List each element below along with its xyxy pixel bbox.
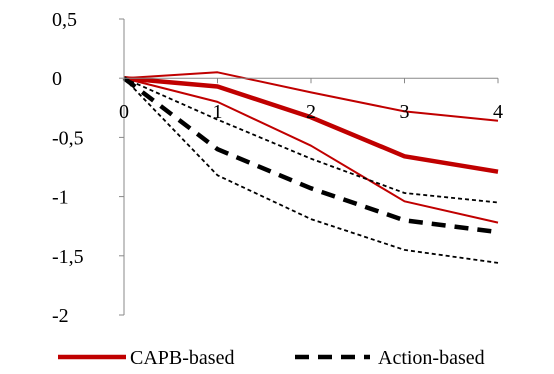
- y-tick-label: -2: [52, 305, 69, 327]
- series-layer: [122, 71, 499, 264]
- series-line-action-upper-band: [123, 77, 499, 204]
- series-line-capb-estimate: [123, 75, 499, 174]
- x-tick-label: 3: [400, 101, 410, 123]
- x-tick-label: 2: [306, 101, 316, 123]
- series-line-capb-lower-band: [123, 77, 499, 224]
- y-tick-label: -1,5: [52, 246, 84, 268]
- series-line-action-estimate: [122, 76, 499, 235]
- legend: CAPB-based Action-based: [58, 347, 485, 369]
- legend-label-capb: CAPB-based: [130, 347, 234, 369]
- y-tick-label: 0: [52, 68, 62, 90]
- axes-layer: 0,5 0 -0,5 -1 -1,5 -2 0 1 2 3 4: [52, 9, 503, 327]
- x-tick-label: 4: [493, 101, 503, 123]
- legend-label-action: Action-based: [378, 347, 485, 369]
- series-line-capb-upper-band: [123, 71, 499, 122]
- y-tick-label: -1: [52, 187, 69, 209]
- x-tick-label: 1: [213, 101, 223, 123]
- y-tick-label: 0,5: [52, 9, 77, 31]
- series-line-action-lower-band: [123, 77, 499, 264]
- y-tick-label: -0,5: [52, 127, 84, 149]
- x-tick-label: 0: [119, 101, 129, 123]
